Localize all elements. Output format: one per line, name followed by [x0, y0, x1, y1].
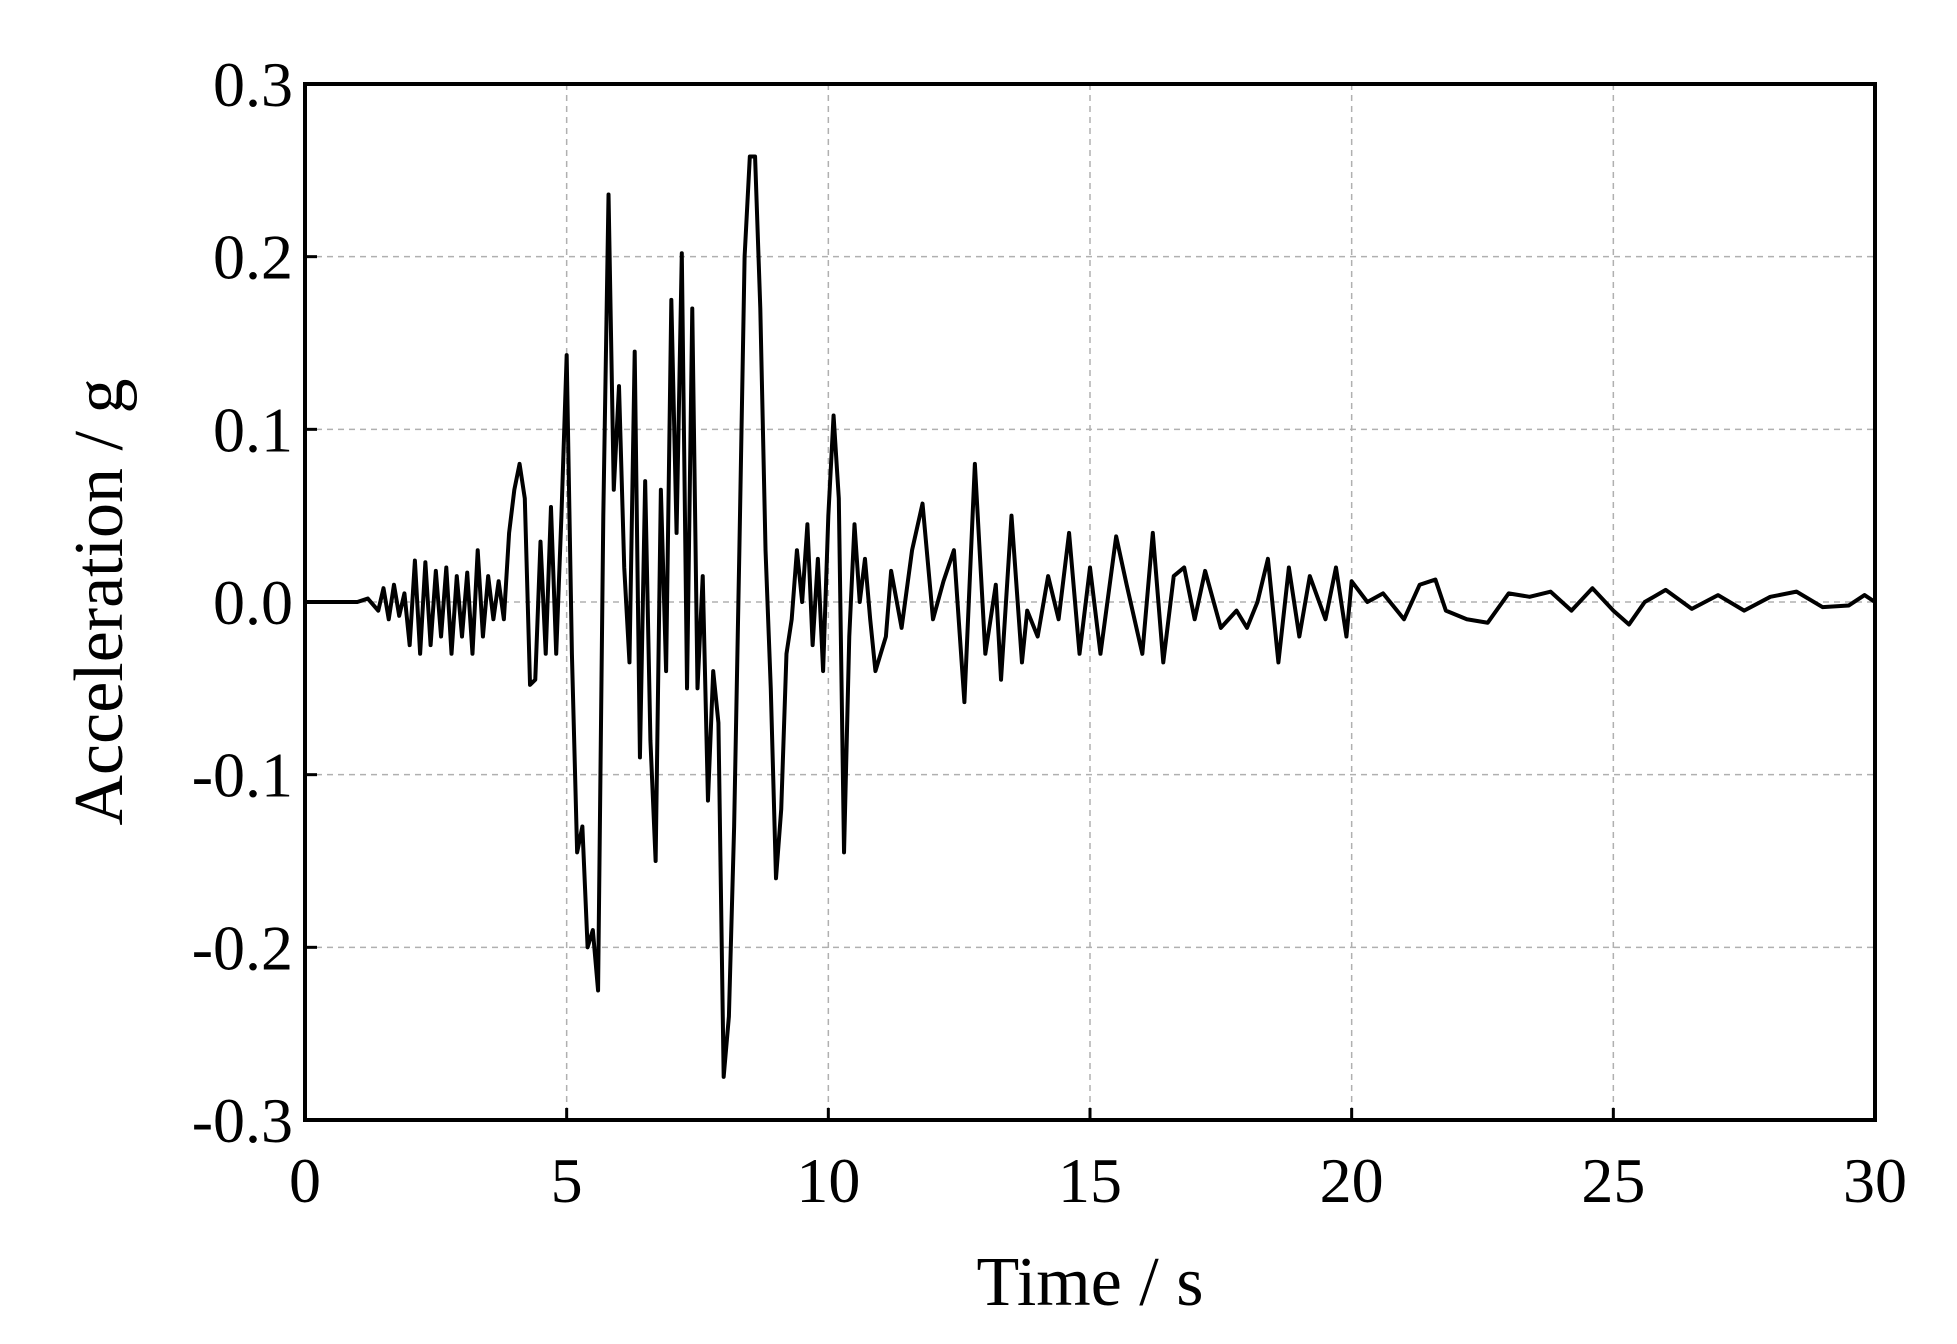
x-tick-label: 0 — [289, 1145, 321, 1216]
x-tick-label: 15 — [1058, 1145, 1122, 1216]
x-tick-label: 10 — [796, 1145, 860, 1216]
y-tick-label: -0.2 — [192, 912, 293, 983]
y-tick-label: 0.0 — [213, 567, 293, 638]
data-line — [305, 154, 1877, 1079]
x-tick-label: 5 — [551, 1145, 583, 1216]
y-tick-label: -0.3 — [192, 1085, 293, 1156]
x-axis-label: Time / s — [977, 1244, 1204, 1321]
y-tick-label: -0.1 — [192, 740, 293, 811]
plot-frame — [303, 82, 1877, 1122]
y-axis-label: Acceleration / g — [61, 378, 138, 825]
x-tick-label: 25 — [1581, 1145, 1645, 1216]
y-tick-label: 0.2 — [213, 222, 293, 293]
y-tick-label: 0.1 — [213, 394, 293, 465]
x-tick-label: 30 — [1843, 1145, 1907, 1216]
x-tick-label: 20 — [1320, 1145, 1384, 1216]
y-tick-label: 0.3 — [213, 49, 293, 120]
